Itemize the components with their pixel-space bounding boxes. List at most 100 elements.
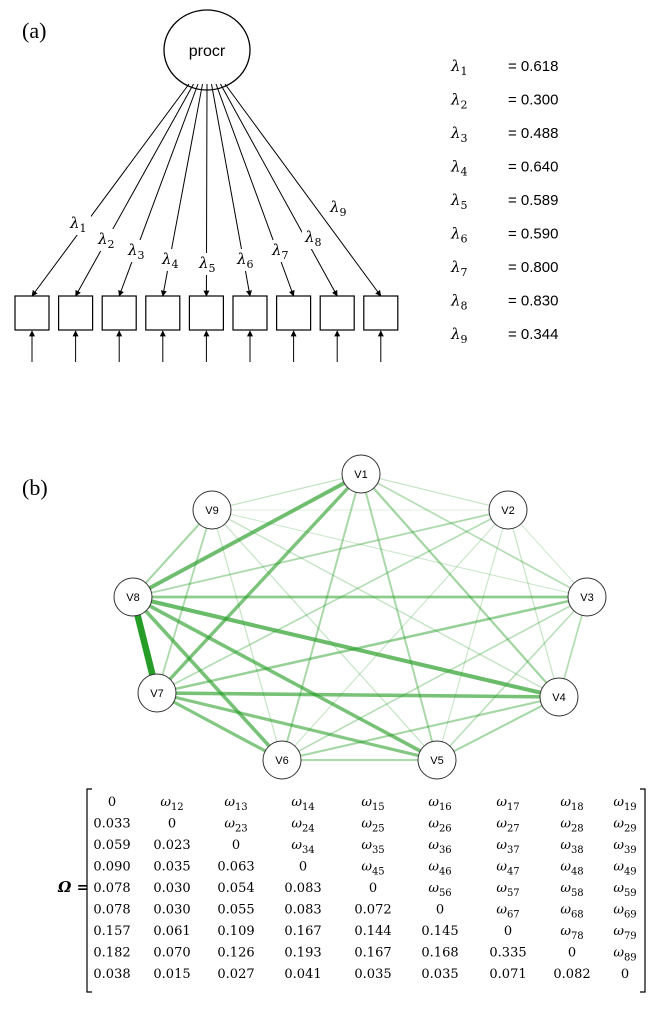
matrix-cell: ω46 [428,860,451,878]
network-node [488,490,528,530]
indicator-box [319,295,355,331]
matrix-cell: 0.030 [153,903,190,918]
network-edge [281,596,588,761]
network-edge [360,473,560,698]
omega-label: Ω = [57,878,89,896]
matrix-cell: 0.157 [93,924,130,939]
loading-label: λ9 [329,198,347,219]
network-node [567,577,607,617]
matrix-cell: 0 [504,924,512,939]
network-edge [436,509,509,761]
matrix-cell: 0.090 [93,860,130,875]
matrix-cell: ω13 [224,795,247,813]
matrix-cell: 0.059 [93,838,130,853]
matrix-cell: 0 [168,817,176,832]
loading-table-value: = 0.300 [508,92,558,109]
loading-table-value: = 0.589 [508,192,558,209]
matrix-cell: 0.035 [354,967,391,982]
matrix-cell: ω15 [361,795,384,813]
network-edge [132,509,213,598]
matrix-cell: 0.030 [153,881,190,896]
matrix-cells: 0 ω12 ω13 ω14 ω15 ω16 ω17 ω18 ω19 0.033 0 ω23 ω24 ω25… [93,795,636,982]
latent-factor-label: procr [189,43,226,60]
network-edge [281,695,560,762]
network-edge [211,509,588,598]
matrix-cell: 0.038 [93,967,130,982]
matrix-cell: ω27 [496,817,519,835]
matrix-cell: 0.182 [93,946,130,961]
matrix-cell: 0.054 [217,881,254,896]
network-edge [360,473,588,598]
loading-label: λ6 [236,250,254,271]
network-edge [156,691,438,762]
matrix-cell: ω18 [560,795,583,813]
matrix-cell: 0.035 [421,967,458,982]
network-node [341,454,381,494]
matrix-cell: ω68 [560,903,583,921]
loading-values-table: λ1 = 0.618 λ2 = 0.300 λ3 = 0.488 λ4 = 0.640 λ5 = … [450,57,558,346]
loading-label-bg [234,249,258,271]
loading-label: λ2 [97,230,115,251]
matrix-cell: ω35 [361,838,384,856]
matrix-cell: 0.335 [489,946,526,961]
matrix-cell: 0.083 [284,903,321,918]
matrix-cell: 0.144 [354,924,391,939]
network-edge [156,509,213,694]
omega-matrix: Ω = 0 ω12 ω13 ω14 ω15 ω16 ω17 ω18 ω19 0.033 0 ω23 ω2… [57,788,646,993]
matrix-cell: 0.061 [153,924,190,939]
loading-table-symbol: λ6 [450,225,468,246]
network-node [417,740,457,780]
matrix-cell: 0.078 [93,903,130,918]
network-edges [129,472,588,762]
indicator-box [14,295,50,331]
network-edge [436,596,588,761]
matrix-cell: 0.071 [489,967,526,982]
indicator-box [232,295,268,331]
network-edge [155,472,363,695]
matrix-cell: ω26 [428,817,451,835]
matrix-cell: ω34 [291,838,314,856]
network-edge [281,473,362,761]
loading-label-bg [269,240,293,262]
network-node-label: V8 [126,592,139,604]
matrix-cell: ω28 [560,817,583,835]
loading-label-bg [327,197,351,219]
matrix-cell: 0 [621,967,629,982]
network-node-label: V7 [150,688,163,700]
network-edge [132,472,362,599]
network-edge [156,691,560,699]
loading-label-bg [159,249,183,271]
matrix-cell: 0.072 [354,903,391,918]
network-edge [360,473,438,761]
matrix-cell: ω67 [496,903,519,921]
error-arrows [29,330,384,362]
network-node-label: V2 [501,505,514,517]
network-node-label: V6 [275,755,288,767]
matrix-cell: ω69 [613,903,636,921]
loading-table-value: = 0.830 [508,293,558,310]
matrix-cell: 0.070 [153,946,190,961]
matrix-cell: ω36 [428,838,451,856]
matrix-cell: 0.027 [217,967,254,982]
matrix-cell: 0 [369,881,377,896]
matrix-cell: ω59 [613,881,636,899]
network-edge [211,509,283,761]
matrix-cell: 0.167 [284,924,321,939]
matrix-cell: ω14 [291,795,314,813]
network-node-label: V4 [552,692,565,704]
network-edge [281,509,509,761]
indicator-boxes [14,295,399,331]
matrix-cell: 0.015 [153,967,190,982]
matrix-cell: 0.193 [284,946,321,961]
loading-label-bg [95,229,119,251]
matrix-cell: ω78 [560,924,583,942]
loading-label: λ4 [161,250,179,271]
network-node-label: V1 [354,469,367,481]
indicator-box [363,295,399,331]
loading-table-symbol: λ1 [450,57,468,78]
matrix-cell: ω45 [361,860,384,878]
matrix-left-bracket [86,788,92,993]
matrix-cell: ω79 [613,924,636,942]
matrix-cell: ω89 [613,946,636,964]
matrix-cell: 0 [108,795,116,810]
